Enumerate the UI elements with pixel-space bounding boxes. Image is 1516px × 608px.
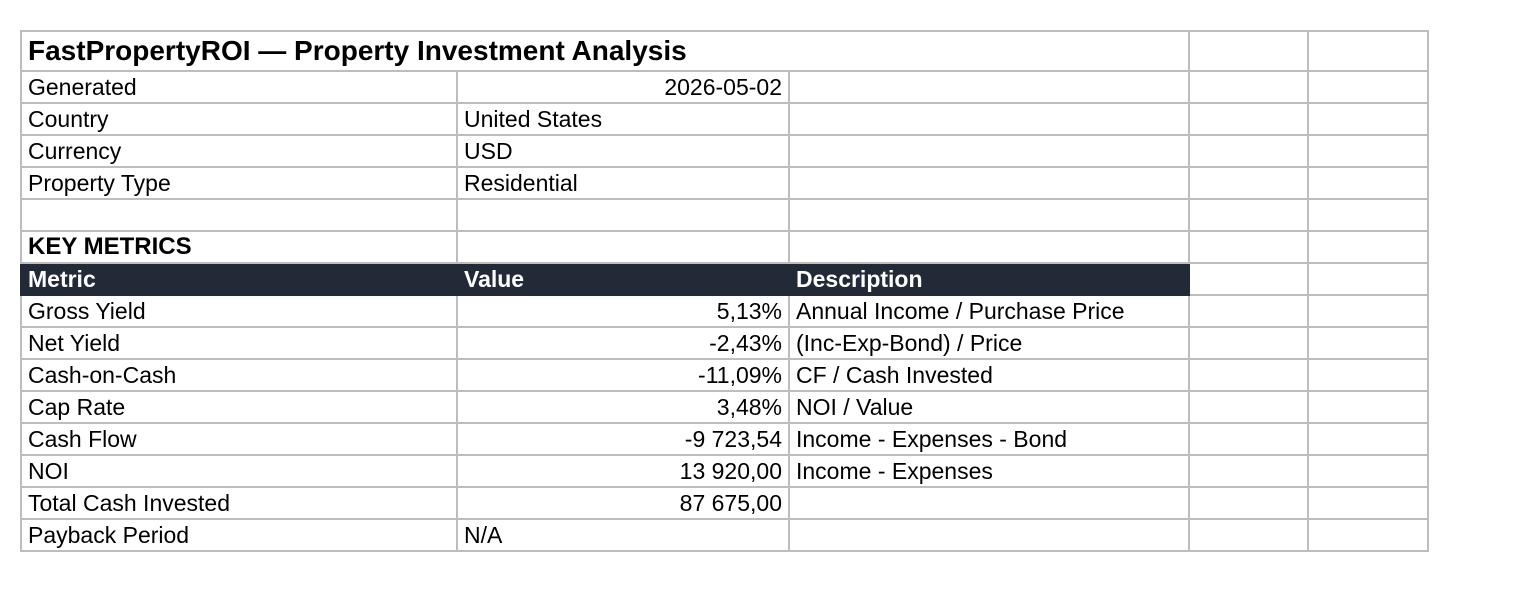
empty-cell[interactable] [1307,454,1429,488]
metric-description[interactable]: Annual Income / Purchase Price [788,294,1190,328]
empty-cell[interactable] [1188,486,1309,520]
metric-value[interactable]: 5,13% [456,294,790,328]
empty-cell[interactable] [1188,198,1309,232]
empty-cell[interactable] [1307,518,1429,552]
metric-name[interactable]: Payback Period [20,518,458,552]
metric-name[interactable]: Total Cash Invested [20,486,458,520]
info-label[interactable]: Generated [20,70,458,104]
info-row: Currency USD [20,134,1429,168]
header-description[interactable]: Description [788,262,1190,296]
empty-cell[interactable] [1188,422,1309,456]
title-row: FastPropertyROI — Property Investment An… [20,30,1429,72]
empty-cell[interactable] [1188,134,1309,168]
metrics-header-row: Metric Value Description [20,262,1429,296]
metric-row: Cap Rate 3,48% NOI / Value [20,390,1429,424]
metric-value[interactable]: 3,48% [456,390,790,424]
header-value[interactable]: Value [456,262,790,296]
metric-description[interactable]: CF / Cash Invested [788,358,1190,392]
empty-cell[interactable] [1307,390,1429,424]
empty-cell[interactable] [788,134,1190,168]
empty-cell[interactable] [1307,262,1429,296]
empty-cell[interactable] [1188,30,1309,72]
info-label[interactable]: Currency [20,134,458,168]
info-value[interactable]: Residential [456,166,790,200]
metric-name[interactable]: Gross Yield [20,294,458,328]
metric-row: Gross Yield 5,13% Annual Income / Purcha… [20,294,1429,328]
empty-cell[interactable] [1307,166,1429,200]
metric-value[interactable]: 87 675,00 [456,486,790,520]
empty-cell[interactable] [1188,230,1309,264]
empty-cell[interactable] [1188,70,1309,104]
metric-row: Cash Flow -9 723,54 Income - Expenses - … [20,422,1429,456]
empty-cell[interactable] [788,166,1190,200]
empty-cell[interactable] [1307,486,1429,520]
empty-cell[interactable] [788,198,1190,232]
metric-row: NOI 13 920,00 Income - Expenses [20,454,1429,488]
empty-cell[interactable] [1307,134,1429,168]
empty-cell[interactable] [788,70,1190,104]
metric-row: Net Yield -2,43% (Inc-Exp-Bond) / Price [20,326,1429,360]
empty-cell[interactable] [1188,102,1309,136]
metric-name[interactable]: Cap Rate [20,390,458,424]
metric-value[interactable]: -2,43% [456,326,790,360]
metric-name[interactable]: Cash-on-Cash [20,358,458,392]
metric-name[interactable]: Cash Flow [20,422,458,456]
metric-value[interactable]: -11,09% [456,358,790,392]
info-label[interactable]: Country [20,102,458,136]
metric-description[interactable]: (Inc-Exp-Bond) / Price [788,326,1190,360]
metric-row: Payback Period N/A [20,518,1429,552]
metric-description[interactable]: NOI / Value [788,390,1190,424]
empty-cell[interactable] [1307,102,1429,136]
sheet-title[interactable]: FastPropertyROI — Property Investment An… [20,30,1190,72]
info-row: Generated 2026-05-02 [20,70,1429,104]
empty-cell[interactable] [1307,326,1429,360]
empty-cell[interactable] [1188,358,1309,392]
metric-value[interactable]: 13 920,00 [456,454,790,488]
empty-cell[interactable] [1307,30,1429,72]
empty-cell[interactable] [1307,358,1429,392]
empty-cell[interactable] [1307,230,1429,264]
metric-name[interactable]: Net Yield [20,326,458,360]
metric-description[interactable] [788,486,1190,520]
empty-cell[interactable] [456,230,790,264]
empty-cell[interactable] [1307,70,1429,104]
header-metric[interactable]: Metric [20,262,458,296]
info-label[interactable]: Property Type [20,166,458,200]
empty-cell[interactable] [1307,294,1429,328]
empty-cell[interactable] [1188,390,1309,424]
empty-cell[interactable] [1188,326,1309,360]
empty-cell[interactable] [1188,518,1309,552]
metric-description[interactable] [788,518,1190,552]
metric-description[interactable]: Income - Expenses - Bond [788,422,1190,456]
info-row: Country United States [20,102,1429,136]
metric-description[interactable]: Income - Expenses [788,454,1190,488]
metric-row: Cash-on-Cash -11,09% CF / Cash Invested [20,358,1429,392]
info-value[interactable]: United States [456,102,790,136]
metric-name[interactable]: NOI [20,454,458,488]
info-value[interactable]: USD [456,134,790,168]
empty-cell[interactable] [788,102,1190,136]
info-row: Property Type Residential [20,166,1429,200]
empty-cell[interactable] [1188,454,1309,488]
metric-value[interactable]: N/A [456,518,790,552]
spreadsheet-grid: FastPropertyROI — Property Investment An… [20,30,1429,552]
info-value[interactable]: 2026-05-02 [456,70,790,104]
metric-row: Total Cash Invested 87 675,00 [20,486,1429,520]
blank-row [20,198,1429,232]
empty-cell[interactable] [20,198,458,232]
section-title[interactable]: KEY METRICS [20,230,458,264]
empty-cell[interactable] [1188,166,1309,200]
empty-cell[interactable] [1307,422,1429,456]
empty-cell[interactable] [456,198,790,232]
metric-value[interactable]: -9 723,54 [456,422,790,456]
empty-cell[interactable] [1188,294,1309,328]
section-row: KEY METRICS [20,230,1429,264]
empty-cell[interactable] [1307,198,1429,232]
empty-cell[interactable] [1188,262,1309,296]
empty-cell[interactable] [788,230,1190,264]
